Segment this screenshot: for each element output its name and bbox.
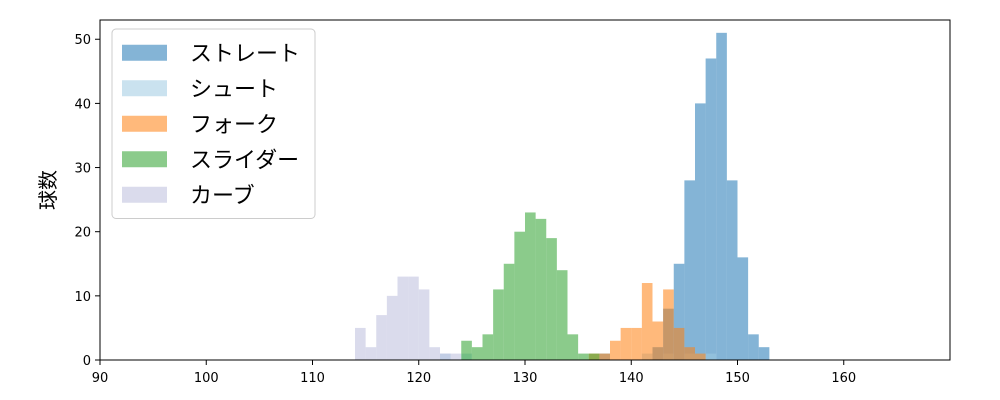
y-tick-label-0: 0 [83, 354, 91, 369]
bar-series-2-bin-10 [695, 353, 706, 360]
legend-swatch-1 [122, 80, 167, 97]
bar-series-2-bin-2 [610, 340, 621, 360]
legend-label-4: カーブ [190, 184, 255, 209]
bar-series-3-bin-9 [556, 270, 568, 360]
bar-series-4-bin-6 [418, 289, 430, 360]
bar-series-2-bin-4 [631, 327, 642, 360]
legend-swatch-2 [122, 115, 167, 132]
bar-series-2-bin-1 [599, 353, 610, 360]
bar-series-4-bin-2 [376, 315, 387, 360]
y-tick-label-5: 50 [74, 33, 91, 48]
bar-series-0-bin-5 [695, 103, 706, 360]
bar-series-3-bin-11 [578, 353, 589, 360]
legend-swatch-4 [122, 186, 167, 203]
bar-series-0-bin-8 [726, 180, 738, 360]
y-tick-label-3: 30 [74, 162, 91, 177]
legend-label-2: フォーク [190, 113, 278, 138]
bar-series-4-bin-7 [429, 347, 440, 360]
bar-series-0-bin-11 [758, 347, 770, 360]
x-tick-label-7: 160 [831, 371, 856, 386]
bar-series-3-bin-8 [546, 238, 557, 360]
y-tick-label-2: 20 [74, 226, 91, 241]
x-tick-label-5: 140 [619, 371, 644, 386]
y-tick-label-1: 10 [74, 290, 91, 305]
bars-layer [355, 32, 770, 360]
legend-swatch-3 [122, 151, 167, 168]
bar-series-2-bin-6 [652, 321, 664, 360]
bar-series-3-bin-0 [461, 340, 472, 360]
bar-series-4-bin-5 [408, 276, 419, 360]
legend-label-3: スライダー [190, 148, 299, 173]
bar-series-3-bin-7 [535, 218, 547, 360]
y-tick-label-4: 40 [74, 97, 91, 112]
bar-series-0-bin-3 [673, 263, 685, 360]
bar-series-4-bin-1 [365, 347, 377, 360]
bar-series-3-bin-3 [493, 289, 504, 360]
x-tick-label-6: 150 [725, 371, 750, 386]
bar-series-0-bin-10 [748, 334, 759, 360]
x-tick-label-3: 120 [406, 371, 431, 386]
legend-label-1: シュート [190, 77, 278, 102]
bar-series-0-bin-4 [684, 180, 695, 360]
bar-series-3-bin-1 [471, 347, 483, 360]
bar-series-1-bin-7 [705, 353, 717, 360]
bar-series-4-bin-0 [355, 327, 366, 360]
bar-series-3-bin-2 [482, 334, 494, 360]
y-axis: 0 10 20 30 40 50 [74, 33, 100, 369]
bar-series-2-bin-8 [673, 327, 685, 360]
bar-series-3-bin-6 [525, 212, 536, 360]
bar-series-0-bin-7 [716, 32, 727, 360]
legend-swatch-0 [122, 44, 167, 61]
bar-series-2-bin-5 [641, 283, 653, 360]
bar-series-4-bin-4 [397, 276, 409, 360]
bar-series-0-bin-6 [705, 58, 717, 360]
bar-series-3-bin-10 [567, 334, 579, 360]
y-axis-label: 球数 [36, 170, 60, 210]
bar-series-3-bin-5 [514, 231, 525, 360]
bar-series-4-bin-9 [450, 353, 462, 360]
bar-series-2-bin-7 [663, 289, 674, 360]
bar-series-2-bin-9 [684, 347, 695, 360]
x-tick-label-2: 110 [300, 371, 325, 386]
bar-series-4-bin-8 [440, 353, 451, 360]
x-tick-label-4: 130 [513, 371, 538, 386]
legend-box [111, 28, 316, 219]
x-axis: 90 100 110 120 130 140 150 160 [92, 360, 856, 386]
legend-label-0: ストレート [190, 42, 300, 67]
bar-series-4-bin-3 [386, 295, 398, 360]
x-tick-label-0: 90 [92, 371, 109, 386]
bar-series-3-bin-12 [588, 353, 600, 360]
bar-series-3-bin-4 [503, 263, 515, 360]
bar-series-0-bin-9 [737, 257, 749, 360]
bar-series-2-bin-3 [620, 327, 632, 360]
x-tick-label-1: 100 [194, 371, 219, 386]
